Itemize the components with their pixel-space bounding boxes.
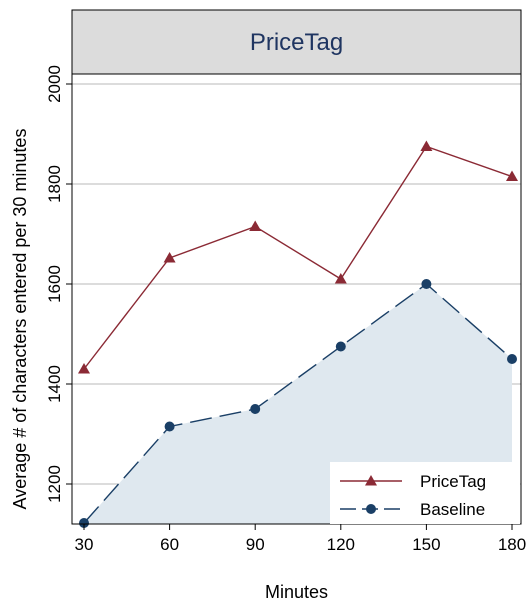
series-line-baseline: [83, 283, 513, 524]
point-baseline-180: [507, 354, 517, 364]
y-tick-label-1200: 1200: [45, 465, 64, 503]
x-tick-label-30: 30: [75, 535, 94, 554]
point-pricetag-90: [249, 220, 262, 231]
y-tick-label-2000: 2000: [45, 65, 64, 103]
legend-label-pricetag: PriceTag: [420, 472, 486, 491]
legend-box: [330, 462, 520, 524]
point-baseline-30: [79, 518, 89, 528]
point-baseline-60: [164, 421, 175, 432]
title-background: [71, 9, 522, 75]
y-tick-label-1400: 1400: [45, 365, 64, 403]
point-pricetag-60: [163, 252, 176, 263]
x-tick-label-150: 150: [412, 535, 440, 554]
series-line-pricetag: [83, 145, 513, 370]
legend-marker-baseline: [366, 504, 376, 514]
chart-title: PriceTag: [250, 29, 343, 56]
y-tick-label-1600: 1600: [45, 265, 64, 303]
legend-label-baseline: Baseline: [420, 500, 485, 519]
x-axis: 30 60 90 120 150 180: [75, 524, 526, 554]
x-tick-label-180: 180: [498, 535, 526, 554]
point-baseline-150: [421, 279, 432, 289]
point-pricetag-120: [334, 273, 347, 284]
point-baseline-120: [335, 341, 346, 352]
point-pricetag-150: [420, 140, 433, 151]
y-tick-label-1800: 1800: [45, 165, 64, 203]
point-baseline-90: [250, 404, 261, 414]
point-pricetag-30: [78, 363, 90, 374]
legend-marker-pricetag: [365, 475, 377, 486]
point-pricetag-180: [506, 170, 518, 181]
y-axis: 1200 1400 1600 1800 2000: [45, 65, 72, 503]
x-tick-label-90: 90: [246, 535, 265, 554]
x-tick-label-60: 60: [160, 535, 179, 554]
x-axis-title: Minutes: [265, 582, 328, 602]
panel-title-strip: PriceTag: [71, 9, 522, 75]
legend: PriceTag Baseline: [330, 462, 520, 524]
y-axis-title: Average # of characters entered per 30 m…: [10, 129, 30, 510]
series-group: [78, 140, 518, 528]
x-tick-label-120: 120: [327, 535, 355, 554]
